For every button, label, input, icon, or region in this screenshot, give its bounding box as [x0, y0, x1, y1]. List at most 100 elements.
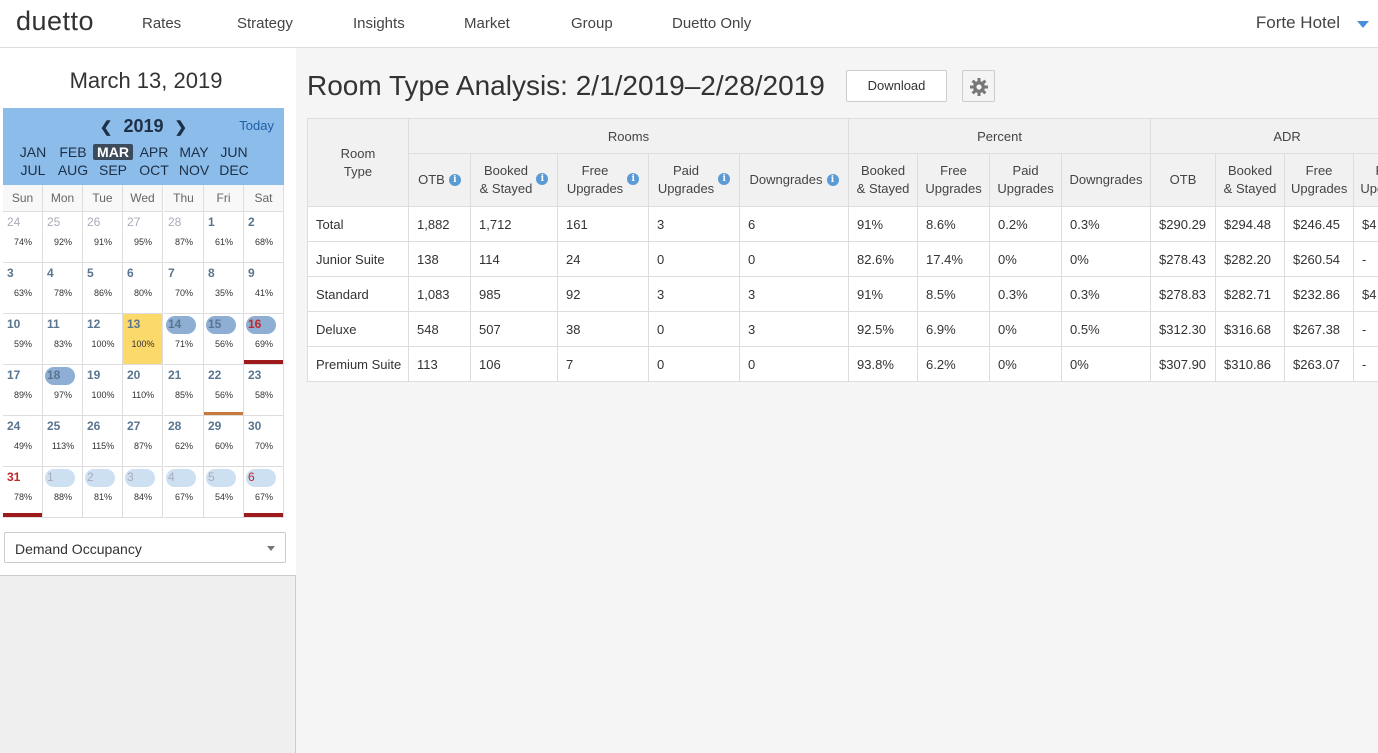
nav-duetto-only[interactable]: Duetto Only — [672, 15, 752, 32]
nav-strategy[interactable]: Strategy — [237, 15, 293, 32]
month-oct[interactable]: OCT — [139, 162, 169, 178]
calendar-day[interactable]: 29 60% — [204, 416, 244, 467]
calendar-day[interactable]: 22 56% — [204, 365, 244, 416]
calendar-day[interactable]: 13 100% — [123, 314, 163, 365]
month-may[interactable]: MAY — [179, 144, 209, 160]
calendar-day[interactable]: 1 88% — [43, 467, 83, 518]
info-icon[interactable]: i — [627, 173, 640, 186]
rooms-cell: 6 — [738, 206, 850, 242]
percent-col-header[interactable]: Booked & Stayed — [848, 153, 919, 207]
calendar-day[interactable]: 24 74% — [3, 212, 43, 263]
day-occupancy: 35% — [214, 288, 233, 298]
chevron-left-icon[interactable]: ❮ — [99, 119, 113, 136]
calendar-day[interactable]: 15 56% — [204, 314, 244, 365]
rooms-col-header[interactable]: Free Upgradesi — [557, 153, 649, 207]
adr-col-header[interactable]: Booked & Stayed — [1215, 153, 1286, 207]
calendar-day[interactable]: 28 62% — [164, 416, 204, 467]
calendar-day[interactable]: 23 58% — [244, 365, 284, 416]
table-row: Premium Suite 113 106 7 0 0 93.8% 6.2% 0% 0% $307.… — [307, 346, 1378, 382]
month-feb[interactable]: FEB — [59, 144, 87, 160]
settings-button[interactable] — [962, 70, 995, 102]
calendar-day[interactable]: 25 113% — [43, 416, 83, 467]
info-icon[interactable]: i — [448, 173, 461, 186]
info-icon[interactable]: i — [826, 173, 839, 186]
calendar-day[interactable]: 2 81% — [83, 467, 123, 518]
calendar-day[interactable]: 18 97% — [43, 365, 83, 416]
day-number: 3 — [7, 266, 14, 280]
duetto-logo[interactable]: duetto — [16, 6, 95, 36]
month-jun[interactable]: JUN — [220, 144, 248, 160]
calendar-day[interactable]: 4 78% — [43, 263, 83, 314]
nav-market[interactable]: Market — [464, 15, 510, 32]
calendar-day[interactable]: 5 86% — [83, 263, 123, 314]
day-occupancy: 58% — [254, 390, 273, 400]
calendar-day[interactable]: 4 67% — [164, 467, 204, 518]
calendar-day[interactable]: 9 41% — [244, 263, 284, 314]
day-number: 16 — [248, 317, 262, 331]
header-label: Downgrades — [749, 172, 823, 188]
chevron-right-icon[interactable]: ❯ — [174, 119, 188, 136]
calendar-day[interactable]: 19 100% — [83, 365, 123, 416]
calendar-day[interactable]: 31 78% — [3, 467, 43, 518]
calendar-day[interactable]: 30 70% — [244, 416, 284, 467]
rooms-col-header[interactable]: Booked & Stayedi — [470, 153, 558, 207]
calendar-day[interactable]: 1 61% — [204, 212, 244, 263]
month-sep[interactable]: SEP — [98, 162, 127, 178]
percent-col-header[interactable]: Free Upgrades — [917, 153, 991, 207]
percent-cell: 17.4% — [917, 241, 991, 277]
download-button[interactable]: Download — [846, 70, 947, 102]
calendar-day[interactable]: 20 110% — [123, 365, 163, 416]
month-aug[interactable]: AUG — [57, 162, 89, 178]
info-icon[interactable]: i — [536, 173, 549, 186]
nav-group[interactable]: Group — [571, 15, 613, 32]
calendar-day[interactable]: 8 35% — [204, 263, 244, 314]
rooms-col-header[interactable]: Downgrades i — [738, 153, 850, 207]
room-type-table-container[interactable]: Room Type Rooms Percent ADR OTB i Booked & Staye… — [307, 118, 1378, 382]
calendar-day[interactable]: 26 91% — [83, 212, 123, 263]
calendar-day[interactable]: 27 95% — [123, 212, 163, 263]
calendar-day[interactable]: 24 49% — [3, 416, 43, 467]
calendar-day[interactable]: 3 63% — [3, 263, 43, 314]
calendar-day[interactable]: 25 92% — [43, 212, 83, 263]
percent-col-header[interactable]: Paid Upgrades — [989, 153, 1063, 207]
percent-col-header[interactable]: Downgrades — [1061, 153, 1152, 207]
calendar-day[interactable]: 11 83% — [43, 314, 83, 365]
month-mar[interactable]: MAR — [93, 144, 133, 160]
hotel-selector[interactable]: Forte Hotel — [1255, 13, 1340, 32]
adr-col-header[interactable]: OTB — [1150, 153, 1217, 207]
day-occupancy: 100% — [91, 390, 115, 400]
month-jul[interactable]: JUL — [20, 162, 46, 178]
calendar-day[interactable]: 26 115% — [83, 416, 123, 467]
adr-col-header[interactable]: Free Upgrades — [1284, 153, 1355, 207]
calendar-day[interactable]: 7 70% — [164, 263, 204, 314]
month-apr[interactable]: APR — [139, 144, 169, 160]
calendar-day[interactable]: 14 71% — [164, 314, 204, 365]
calendar-day[interactable]: 3 84% — [123, 467, 163, 518]
calendar-day[interactable]: 28 87% — [164, 212, 204, 263]
calendar-day[interactable]: 12 100% — [83, 314, 123, 365]
nav-insights[interactable]: Insights — [353, 15, 405, 32]
caret-down-icon[interactable] — [1357, 21, 1369, 28]
rooms-col-header[interactable]: Paid Upgradesi — [648, 153, 740, 207]
calendar-day[interactable]: 2 68% — [244, 212, 284, 263]
calendar-day[interactable]: 10 59% — [3, 314, 43, 365]
day-occupancy: 87% — [174, 237, 193, 247]
calendar-day[interactable]: 6 67% — [244, 467, 284, 518]
calendar-day[interactable]: 6 80% — [123, 263, 163, 314]
month-dec[interactable]: DEC — [219, 162, 249, 178]
calendar-day[interactable]: 27 87% — [123, 416, 163, 467]
calendar-day[interactable]: 5 54% — [204, 467, 244, 518]
month-jan[interactable]: JAN — [19, 144, 47, 160]
today-link[interactable]: Today — [239, 118, 274, 133]
rooms-col-header[interactable]: OTB i — [408, 153, 471, 207]
info-icon[interactable]: i — [718, 173, 731, 186]
calendar-day[interactable]: 16 69% — [244, 314, 284, 365]
month-nov[interactable]: NOV — [178, 162, 210, 178]
calendar-day[interactable]: 17 89% — [3, 365, 43, 416]
weekday-header: Sun — [3, 185, 43, 212]
nav-rates[interactable]: Rates — [142, 15, 182, 32]
calendar-metric-select[interactable]: Demand Occupancy — [4, 532, 286, 563]
percent-cell: 0.5% — [1061, 311, 1152, 347]
calendar-day[interactable]: 21 85% — [164, 365, 204, 416]
